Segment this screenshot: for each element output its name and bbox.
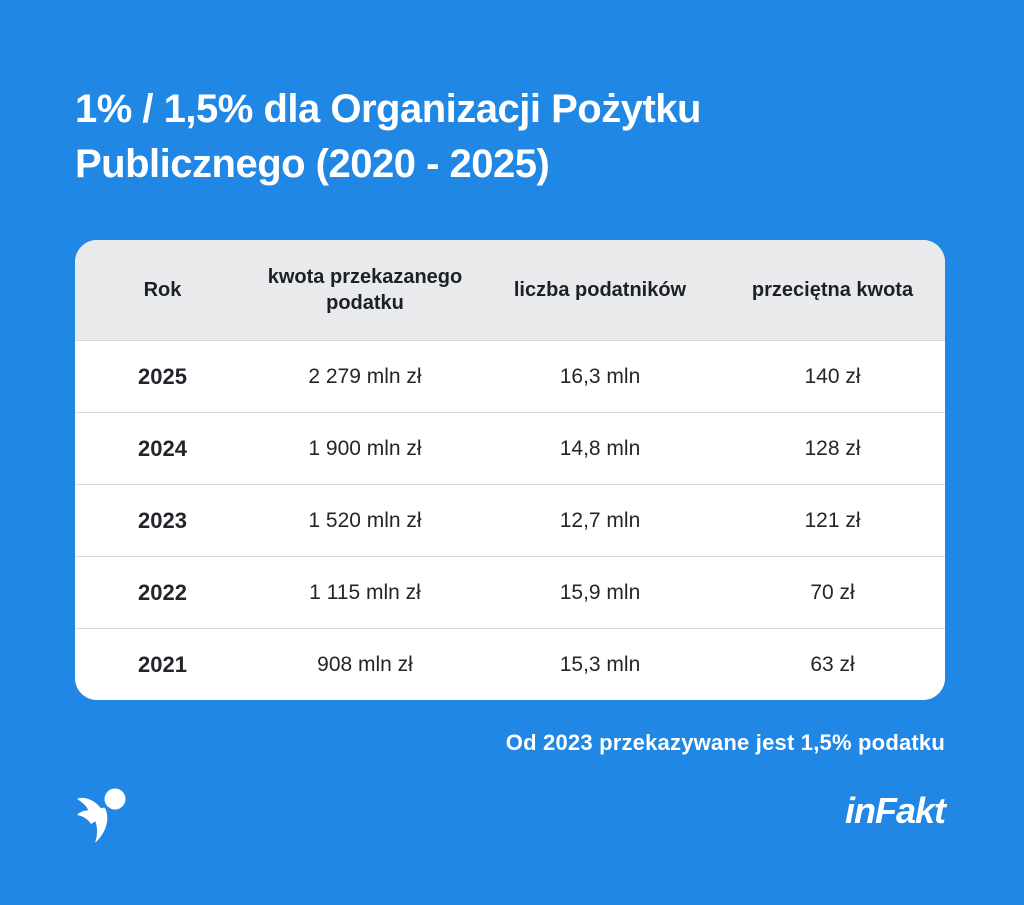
table-row: 2022 1 115 mln zł 15,9 mln 70 zł bbox=[75, 556, 945, 628]
column-header-kwota-przekazanego-podatku: kwota przekazanego podatku bbox=[267, 266, 463, 314]
column-header-liczba-podatnikow: liczba podatników bbox=[513, 279, 687, 301]
cell-year: 2022 bbox=[138, 579, 187, 605]
cell-amount: 908 mln zł bbox=[317, 652, 413, 676]
table-row: 2023 1 520 mln zł 12,7 mln 121 zł bbox=[75, 484, 945, 556]
cell-year: 2023 bbox=[138, 507, 187, 533]
hummingbird-icon bbox=[77, 788, 126, 843]
cell-average: 140 zł bbox=[804, 364, 861, 388]
table-row: 2024 1 900 mln zł 14,8 mln 128 zł bbox=[75, 412, 945, 484]
table-row: 2025 2 279 mln zł 16,3 mln 140 zł bbox=[75, 340, 945, 412]
page-title: 1% / 1,5% dla Organizacji Pożytku Public… bbox=[75, 87, 701, 187]
cell-amount: 1 115 mln zł bbox=[309, 580, 421, 604]
infakt-logo: inFakt bbox=[844, 790, 946, 831]
cell-average: 121 zł bbox=[804, 508, 861, 532]
footnote: Od 2023 przekazywane jest 1,5% podatku bbox=[505, 730, 945, 755]
column-header-przecietna-kwota: przeciętna kwota bbox=[751, 279, 914, 301]
cell-amount: 1 900 mln zł bbox=[308, 436, 422, 460]
cell-taxpayers: 15,3 mln bbox=[559, 652, 641, 676]
cell-amount: 2 279 mln zł bbox=[308, 364, 422, 388]
cell-year: 2025 bbox=[138, 363, 187, 389]
cell-taxpayers: 16,3 mln bbox=[559, 364, 641, 388]
cell-average: 63 zł bbox=[810, 652, 855, 676]
cell-taxpayers: 15,9 mln bbox=[559, 580, 641, 604]
table-row: 2021 908 mln zł 15,3 mln 63 zł bbox=[75, 628, 945, 700]
table-header-row: Rok kwota przekazanego podatku liczba po… bbox=[75, 240, 945, 340]
cell-amount: 1 520 mln zł bbox=[308, 508, 422, 532]
data-table-card: Rok kwota przekazanego podatku liczba po… bbox=[75, 240, 945, 700]
cell-year: 2024 bbox=[138, 435, 187, 461]
column-header-rok: Rok bbox=[143, 279, 182, 301]
cell-taxpayers: 12,7 mln bbox=[559, 508, 641, 532]
cell-taxpayers: 14,8 mln bbox=[559, 436, 641, 460]
cell-year: 2021 bbox=[138, 651, 187, 677]
cell-average: 70 zł bbox=[810, 580, 855, 604]
cell-average: 128 zł bbox=[804, 436, 861, 460]
